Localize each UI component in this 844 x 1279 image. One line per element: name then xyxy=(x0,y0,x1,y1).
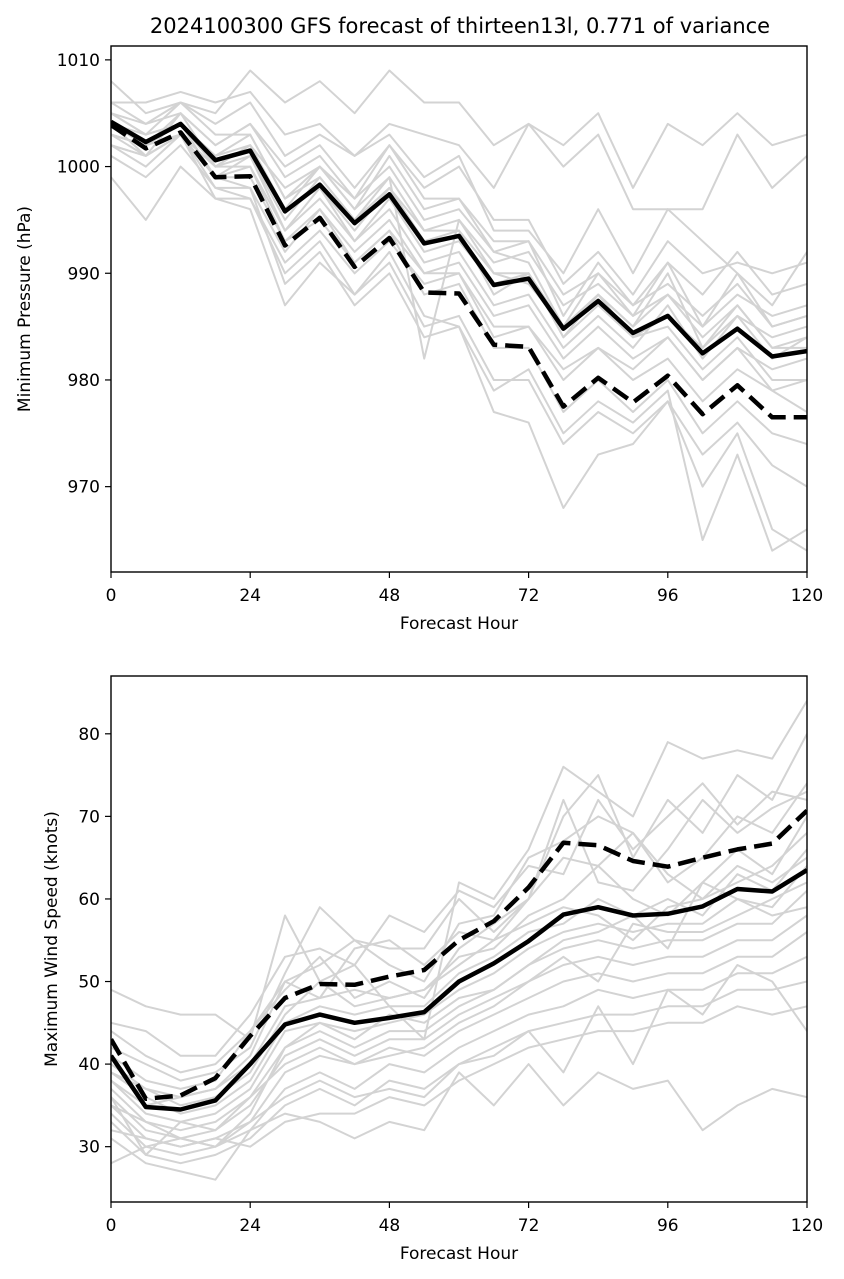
wind-dashed-line xyxy=(111,808,807,1102)
pressure-main-lines xyxy=(111,119,807,420)
pressure-x-tick-label: 24 xyxy=(239,586,261,606)
pressure-ensemble-member-7 xyxy=(111,144,807,381)
pressure-ensemble-member-16 xyxy=(111,112,807,296)
wind-x-tick-label: 0 xyxy=(106,1216,117,1236)
pressure-ensemble-member-11 xyxy=(111,133,807,488)
wind-x-tick-label: 24 xyxy=(239,1216,261,1236)
pressure-ensemble-member-10 xyxy=(111,122,807,445)
wind-y-tick-label: 70 xyxy=(78,807,100,827)
pressure-ensemble-member-1 xyxy=(111,69,807,189)
pressure-y-tick-label: 970 xyxy=(68,478,100,498)
wind-x-ticks: 0 24 48 72 96 120 xyxy=(106,1202,823,1236)
wind-y-tick-label: 40 xyxy=(78,1055,100,1075)
wind-ensemble-member-18 xyxy=(111,881,807,1156)
wind-ensemble-member-8 xyxy=(111,889,807,1132)
wind-x-tick-label: 72 xyxy=(518,1216,540,1236)
wind-x-tick-label: 48 xyxy=(379,1216,401,1236)
pressure-x-tick-label: 96 xyxy=(657,586,679,606)
wind-plot-frame xyxy=(110,675,808,1203)
wind-x-tick-label: 96 xyxy=(657,1216,679,1236)
pressure-x-ticks: 0 24 48 72 96 120 xyxy=(106,572,823,606)
wind-solid-line xyxy=(111,868,807,1112)
pressure-y-tick-label: 990 xyxy=(68,264,100,284)
pressure-x-tick-label: 120 xyxy=(791,586,823,606)
wind-ensemble-member-17 xyxy=(111,831,807,1107)
wind-y-ticks: 30 40 50 60 70 80 xyxy=(78,725,111,1158)
pressure-y-axis-label: Minimum Pressure (hPa) xyxy=(15,206,35,412)
pressure-ensemble-member-20 xyxy=(111,133,807,413)
wind-y-tick-label: 60 xyxy=(78,890,100,910)
wind-ensemble-member-13 xyxy=(111,1005,807,1148)
pressure-y-tick-label: 1000 xyxy=(57,158,100,178)
pressure-ensemble-member-3 xyxy=(111,101,807,307)
pressure-ensemble-lines xyxy=(111,69,807,552)
wind-ensemble-member-20 xyxy=(111,832,807,1099)
wind-ensemble-member-19 xyxy=(111,881,807,1148)
pressure-ensemble-member-19 xyxy=(111,122,807,349)
wind-y-axis-label: Maximum Wind Speed (knots) xyxy=(42,811,62,1067)
wind-ensemble-member-5 xyxy=(111,815,807,1107)
pressure-ensemble-member-17 xyxy=(111,122,807,328)
wind-ensemble-member-2 xyxy=(111,733,807,1074)
wind-ensemble-member-1 xyxy=(111,700,807,1041)
pressure-plot-frame xyxy=(110,45,808,573)
wind-y-tick-label: 80 xyxy=(78,725,100,745)
wind-y-tick-label: 30 xyxy=(78,1138,100,1158)
pressure-ensemble-member-6 xyxy=(111,133,807,349)
pressure-ensemble-member-2 xyxy=(111,90,807,211)
pressure-solid-line xyxy=(111,119,807,359)
wind-ensemble-lines xyxy=(111,700,807,1181)
pressure-dashed-line xyxy=(111,123,807,420)
wind-main-lines xyxy=(111,808,807,1112)
wind-ensemble-member-14 xyxy=(111,1063,807,1181)
pressure-x-tick-label: 48 xyxy=(379,586,401,606)
wind-x-tick-label: 120 xyxy=(791,1216,823,1236)
wind-ensemble-member-9 xyxy=(111,914,807,1140)
wind-y-tick-label: 50 xyxy=(78,973,100,993)
pressure-y-ticks: 970 980 990 1000 1010 xyxy=(57,51,111,498)
pressure-x-axis-label: Forecast Hour xyxy=(400,614,518,634)
pressure-x-tick-label: 0 xyxy=(106,586,117,606)
wind-ensemble-member-10 xyxy=(111,931,807,1148)
pressure-ensemble-member-13 xyxy=(111,133,807,552)
pressure-x-tick-label: 72 xyxy=(518,586,540,606)
chart-title: 2024100300 GFS forecast of thirteen13l, … xyxy=(150,14,770,38)
pressure-panel: 2024100300 GFS forecast of thirteen13l, … xyxy=(15,14,823,634)
wind-x-axis-label: Forecast Hour xyxy=(400,1244,518,1264)
pressure-y-tick-label: 1010 xyxy=(57,51,100,71)
pressure-y-tick-label: 980 xyxy=(68,371,100,391)
wind-ensemble-member-15 xyxy=(111,964,807,1165)
wind-ensemble-member-16 xyxy=(111,782,807,1057)
wind-ensemble-member-7 xyxy=(111,865,807,1123)
